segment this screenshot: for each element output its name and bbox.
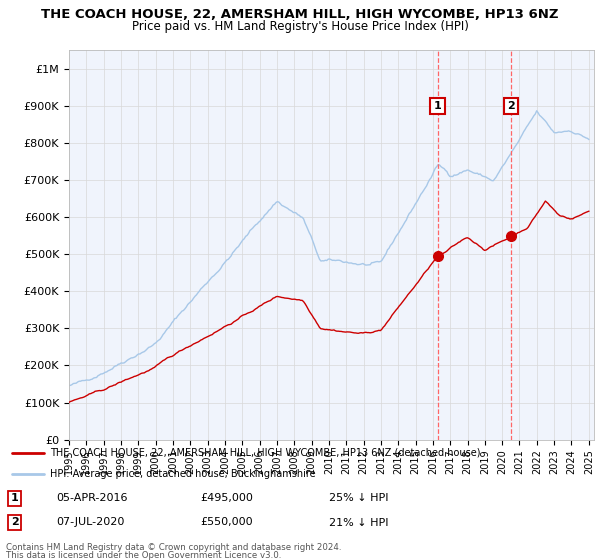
Text: 25% ↓ HPI: 25% ↓ HPI (329, 493, 389, 503)
Text: 2: 2 (11, 517, 19, 528)
Text: This data is licensed under the Open Government Licence v3.0.: This data is licensed under the Open Gov… (6, 551, 281, 560)
Text: £495,000: £495,000 (200, 493, 253, 503)
Text: 2: 2 (508, 101, 515, 111)
Text: THE COACH HOUSE, 22, AMERSHAM HILL, HIGH WYCOMBE, HP13 6NZ: THE COACH HOUSE, 22, AMERSHAM HILL, HIGH… (41, 8, 559, 21)
Text: 21% ↓ HPI: 21% ↓ HPI (329, 517, 389, 528)
Text: THE COACH HOUSE, 22, AMERSHAM HILL, HIGH WYCOMBE, HP13 6NZ (detached house): THE COACH HOUSE, 22, AMERSHAM HILL, HIGH… (50, 448, 481, 458)
Text: 05-APR-2016: 05-APR-2016 (56, 493, 127, 503)
Text: HPI: Average price, detached house, Buckinghamshire: HPI: Average price, detached house, Buck… (50, 469, 316, 479)
Text: 1: 1 (11, 493, 19, 503)
Text: Contains HM Land Registry data © Crown copyright and database right 2024.: Contains HM Land Registry data © Crown c… (6, 543, 341, 552)
Text: 07-JUL-2020: 07-JUL-2020 (56, 517, 124, 528)
Text: Price paid vs. HM Land Registry's House Price Index (HPI): Price paid vs. HM Land Registry's House … (131, 20, 469, 32)
Text: 1: 1 (434, 101, 442, 111)
Text: £550,000: £550,000 (200, 517, 253, 528)
